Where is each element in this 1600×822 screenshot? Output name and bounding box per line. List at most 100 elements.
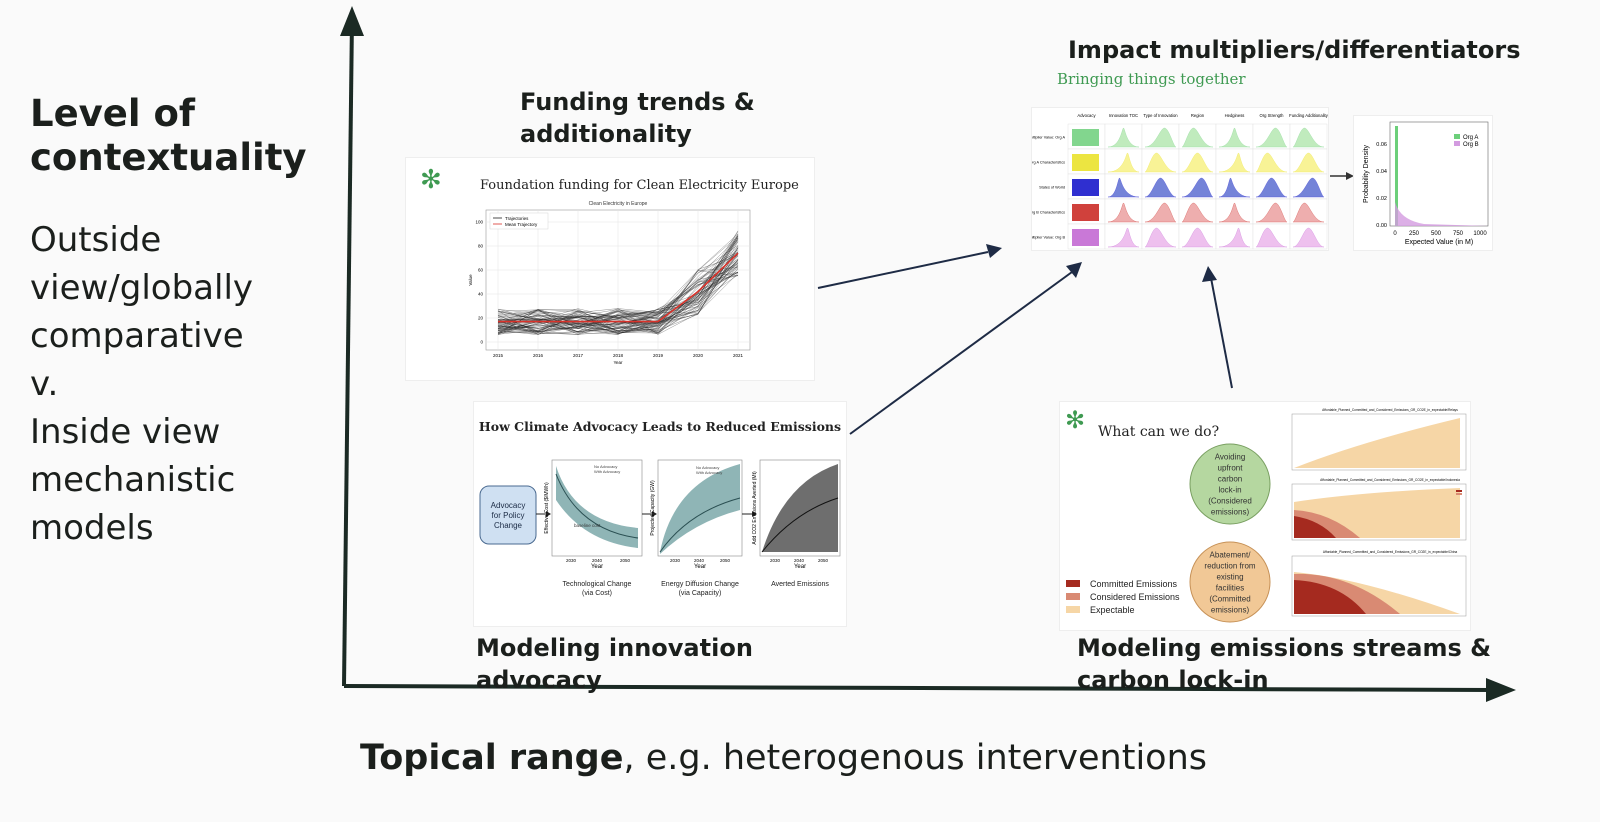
svg-text:Affordable_Planned_Committed_a: Affordable_Planned_Committed_and_Conside… (1322, 408, 1458, 412)
svg-text:(via Capacity): (via Capacity) (679, 590, 722, 597)
y-line: view/globally (30, 268, 254, 308)
svg-text:Org A: Org A (1463, 135, 1478, 141)
y-line: mechanistic (30, 460, 236, 500)
svg-text:(via Cost): (via Cost) (582, 590, 612, 597)
svg-text:2040: 2040 (592, 558, 603, 563)
funding-ytick: 40 (478, 292, 484, 297)
svg-text:facilities: facilities (1216, 584, 1244, 593)
svg-text:Expected Value (in M): Expected Value (in M) (1405, 239, 1473, 246)
arrow-emissions-to-impact (1210, 277, 1233, 389)
funding-chart: ✻ Foundation funding for Clean Electrici… (420, 165, 799, 365)
emissions-caption: Modeling emissions streams & carbon lock-… (1077, 634, 1492, 694)
arrow-advocacy-to-impact (849, 271, 1073, 435)
svg-text:Affordable_Planned_Committed_a: Affordable_Planned_Committed_and_Conside… (1323, 550, 1457, 554)
svg-text:Change: Change (494, 521, 523, 530)
funding-ylabel: Value (468, 274, 473, 286)
funding-xtick: 2019 (653, 353, 664, 358)
impact-row-header: Org B Characteristics (1032, 211, 1065, 215)
emissions-chart-1: Affordable_Planned_Committed_and_Conside… (1291, 408, 1467, 471)
funding-xtick: 2020 (693, 353, 704, 358)
svg-text:2050: 2050 (720, 558, 731, 563)
impact-column-header: Innovation TOC (1109, 113, 1138, 118)
funding-card: ✻ Foundation funding for Clean Electrici… (406, 158, 814, 380)
impact-column-header: Funding Additionality (1289, 113, 1328, 118)
svg-text:Abatement/: Abatement/ (1210, 551, 1252, 560)
svg-text:2050: 2050 (818, 558, 829, 563)
svg-text:Year: Year (591, 564, 603, 570)
x-axis-title-rest: , e.g. heterogenous interventions (623, 738, 1208, 778)
svg-text:0.02: 0.02 (1376, 196, 1387, 202)
funding-plot-title: Clean Electricity in Europe (589, 201, 648, 207)
svg-text:500: 500 (1431, 231, 1442, 237)
y-line: comparative (30, 316, 244, 356)
funding-ytick: 20 (478, 316, 484, 321)
svg-text:2040: 2040 (794, 558, 805, 563)
x-axis-label: Topical range, e.g. heterogenous interve… (360, 738, 1207, 778)
impact-column-header: Type of Innovation (1143, 113, 1178, 118)
arrow-advocacy-to-impact-head (1066, 262, 1082, 278)
svg-text:Expectable: Expectable (1090, 605, 1135, 615)
svg-text:reduction from: reduction from (1204, 562, 1255, 571)
x-axis (343, 684, 1493, 692)
emissions-card: ✻ What can we do? Avoiding upfront carbon l… (1060, 402, 1470, 630)
impact-grid: Advocacy Innovation TOC Type of Innovation… (1027, 113, 1329, 250)
x-axis-arrowhead (1486, 678, 1516, 702)
funding-card-title: Foundation funding for Clean Electricity… (480, 178, 799, 193)
svg-text:Affordable_Planned_Committed_a: Affordable_Planned_Committed_and_Conside… (1320, 478, 1460, 482)
y-axis-label: Level of contextuality Outside view/glob… (30, 92, 320, 552)
svg-text:Mean Trajectory: Mean Trajectory (505, 222, 538, 227)
y-line: v. (30, 364, 59, 404)
advocacy-chart-capacity: No Advocacy With Advocacy Projected Capa… (650, 459, 743, 597)
svg-text:emissions): emissions) (1211, 508, 1250, 517)
impact-column-header: Advocacy (1077, 113, 1096, 118)
svg-text:baseline cost: baseline cost (574, 523, 601, 528)
svg-text:(Considered: (Considered (1208, 497, 1252, 506)
y-line: Inside view (30, 412, 221, 452)
emissions-chart-2: Affordable_Planned_Committed_and_Conside… (1291, 478, 1467, 541)
impact-column-header: Hedginess (1225, 113, 1245, 118)
svg-text:Probability Density: Probability Density (1363, 145, 1370, 203)
svg-text:1000: 1000 (1473, 231, 1487, 237)
svg-text:Committed Emissions: Committed Emissions (1090, 579, 1178, 589)
bubble-avoid-lockin-text: Avoiding upfront carbon lock-in (Considered e… (1208, 453, 1252, 517)
funding-legend: Trajectories Mean Trajectory (489, 212, 549, 230)
svg-text:Org B: Org B (1463, 142, 1479, 148)
density-card: Org A Org B Probability Density 0.00 0.0… (1354, 116, 1492, 250)
svg-text:Effective Cost ($/MWh): Effective Cost ($/MWh) (544, 482, 550, 534)
asterisk-icon: ✻ (420, 165, 442, 195)
svg-text:Add CO2 Emissions Averted (Mt): Add CO2 Emissions Averted (Mt) (752, 471, 758, 545)
impact-subtitle: Bringing things together (1057, 70, 1246, 88)
svg-text:Energy Diffusion Change: Energy Diffusion Change (661, 581, 739, 588)
svg-text:Advocacy: Advocacy (491, 501, 526, 510)
impact-caption: Impact multipliers/differentiators (1068, 36, 1521, 64)
svg-text:Avoiding: Avoiding (1215, 453, 1246, 462)
impact-row-header: Org A Characteristics (1032, 161, 1065, 165)
advocacy-chart-cost: baseline cost No Advocacy With Advocacy … (544, 459, 643, 597)
svg-text:0.00: 0.00 (1376, 223, 1387, 229)
y-axis-arrowhead (340, 6, 364, 36)
svg-text:2030: 2030 (566, 558, 577, 563)
funding-ytick: 80 (478, 244, 484, 249)
density-chart: Org A Org B Probability Density 0.00 0.0… (1363, 121, 1489, 246)
y-axis-title: Level of contextuality (30, 92, 307, 179)
bubble-abatement-text: Abatement/reduction from existing faciliti… (1204, 551, 1255, 615)
svg-text:existing: existing (1216, 573, 1243, 582)
impact-row-header: Multiplier Value: Org A (1032, 136, 1065, 140)
emissions-diagram: ✻ What can we do? Avoiding upfront carbon l… (1065, 406, 1467, 623)
svg-text:carbon: carbon (1218, 475, 1242, 484)
svg-text:Considered Emissions: Considered Emissions (1090, 592, 1180, 602)
funding-ytick: 60 (478, 268, 484, 273)
funding-ticks: 2015 2016 2017 2018 2019 2020 2021 0 20 40 60 80 100 (475, 220, 743, 359)
svg-text:0.06: 0.06 (1376, 142, 1387, 148)
funding-ytick: 100 (475, 220, 483, 225)
bubble-avoid-lockin (1189, 443, 1271, 525)
svg-text:2030: 2030 (670, 558, 681, 563)
emissions-chart-3: Affordable_Planned_Committed_and_Conside… (1291, 550, 1467, 617)
asterisk-icon: ✻ (1065, 406, 1085, 434)
arrow-emissions-to-impact-head (1202, 266, 1217, 282)
svg-text:for Policy: for Policy (492, 511, 525, 520)
svg-text:No Advocacy: No Advocacy (594, 464, 617, 469)
svg-text:lock-in: lock-in (1218, 486, 1241, 495)
svg-text:Year: Year (794, 564, 806, 570)
